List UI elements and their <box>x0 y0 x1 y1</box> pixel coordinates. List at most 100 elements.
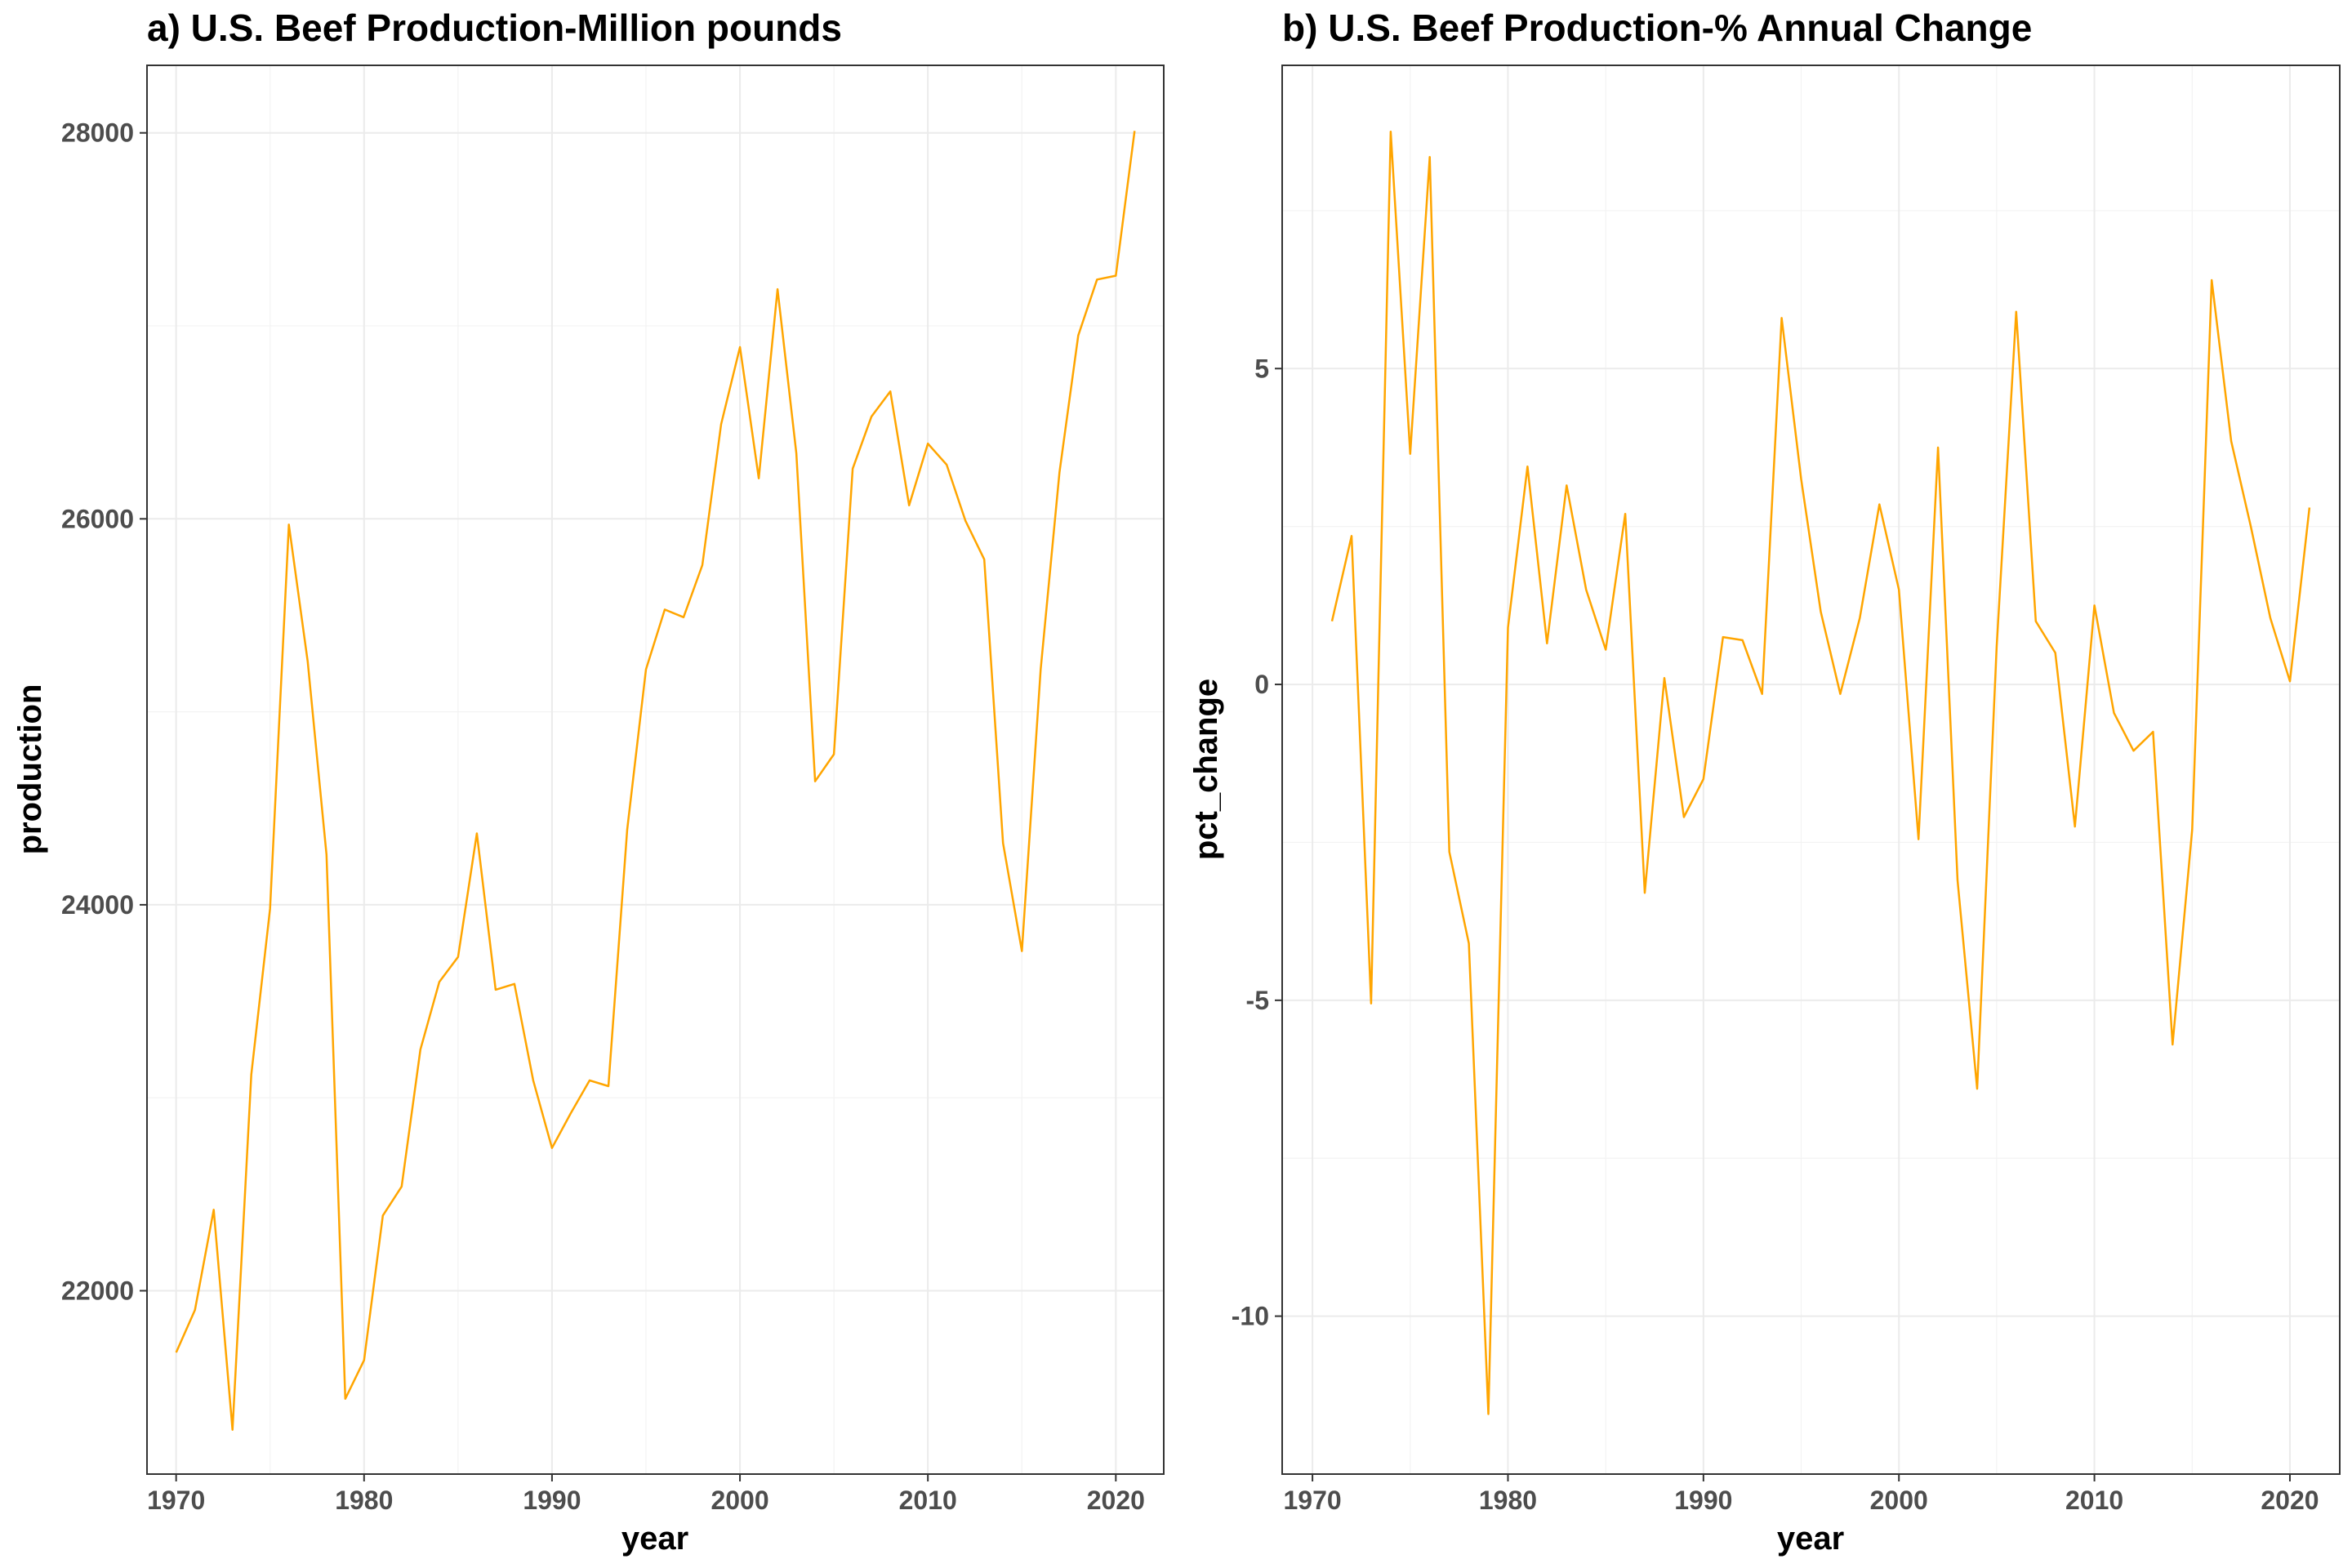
data-point <box>2113 711 2116 715</box>
x-tick-label: 2010 <box>2065 1486 2123 1515</box>
data-point <box>1780 316 1784 319</box>
data-point <box>344 1397 347 1401</box>
x-tick-label: 1970 <box>147 1486 205 1515</box>
data-point <box>907 504 911 507</box>
data-point <box>1114 274 1117 278</box>
x-tick-label: 2000 <box>710 1486 768 1515</box>
data-point <box>532 1079 535 1082</box>
data-point <box>1956 879 1959 882</box>
data-point <box>663 608 666 611</box>
data-point <box>2249 525 2252 528</box>
panel-b-border <box>1281 65 2341 1475</box>
panel-b-y-axis-title: pct_change <box>1188 679 1224 860</box>
data-point <box>945 463 948 466</box>
data-point <box>1330 620 1334 623</box>
data-point <box>2015 310 2018 314</box>
data-point <box>325 853 328 857</box>
panel-a-title: a) U.S. Beef Production-Million pounds <box>147 7 842 49</box>
data-point <box>1076 334 1080 337</box>
data-point <box>832 753 835 756</box>
data-point <box>475 832 479 835</box>
data-point <box>1858 617 1861 620</box>
data-point <box>1409 452 1412 456</box>
x-tick-label: 1980 <box>335 1486 393 1515</box>
y-tick-label: 0 <box>1254 670 1269 699</box>
data-point <box>776 287 779 291</box>
data-point <box>1995 645 1998 648</box>
data-point <box>2132 749 2136 752</box>
data-point <box>494 988 497 991</box>
data-point <box>1897 588 1900 591</box>
data-point <box>381 1214 385 1217</box>
data-point <box>2034 620 2038 623</box>
data-point <box>1976 1087 1979 1090</box>
data-point <box>851 467 854 470</box>
data-point <box>1039 668 1042 671</box>
data-point <box>1820 610 1823 613</box>
data-point <box>626 828 629 831</box>
data-point <box>269 907 272 911</box>
data-point <box>1838 693 1842 696</box>
data-point <box>2190 828 2194 831</box>
data-point <box>1350 534 1353 537</box>
data-point <box>1917 838 1920 841</box>
data-point <box>231 1428 234 1432</box>
data-point <box>1761 693 1764 696</box>
data-point <box>889 390 892 393</box>
y-tick-label: 24000 <box>61 890 134 920</box>
y-tick-label: 22000 <box>61 1276 134 1306</box>
data-point <box>2269 617 2272 620</box>
data-point <box>550 1147 554 1150</box>
panel-b-points <box>1330 130 2311 1415</box>
data-point <box>2230 439 2233 443</box>
data-point <box>1020 950 1023 953</box>
data-point <box>1448 850 1451 853</box>
data-point <box>1370 1002 1373 1005</box>
data-point <box>2054 651 2057 654</box>
data-point <box>438 980 441 983</box>
data-point <box>1878 503 1881 506</box>
data-point <box>1800 478 1803 481</box>
data-point <box>1526 465 1529 468</box>
x-tick-label: 1990 <box>1674 1486 1732 1515</box>
data-point <box>306 660 310 663</box>
data-point <box>1001 841 1004 844</box>
panel-a-y-axis: 22000 24000 26000 28000 <box>61 118 147 1306</box>
data-point <box>926 442 929 445</box>
data-point <box>1565 483 1568 487</box>
data-point <box>757 477 760 480</box>
data-point <box>588 1079 591 1082</box>
data-point <box>363 1359 366 1362</box>
data-point <box>719 423 723 426</box>
data-point <box>194 1308 197 1312</box>
y-tick-label: 28000 <box>61 118 134 148</box>
data-point <box>175 1351 178 1354</box>
data-point <box>569 1111 572 1115</box>
panel-a-y-axis-title: production <box>12 684 48 855</box>
panel-b: b) U.S. Beef Production-% Annual Change … <box>1188 7 2341 1557</box>
data-point <box>1643 891 1646 894</box>
data-point <box>287 523 291 526</box>
data-point <box>419 1048 422 1051</box>
data-point <box>1468 942 1471 945</box>
data-point <box>2171 1043 2174 1046</box>
x-tick-label: 1990 <box>523 1486 581 1515</box>
data-point <box>1389 130 1392 133</box>
data-point <box>212 1208 216 1211</box>
data-point <box>701 564 704 567</box>
panel-b-grid <box>1282 65 2340 1475</box>
data-point <box>682 616 685 619</box>
data-point <box>1604 648 1607 652</box>
data-point <box>250 1073 253 1076</box>
data-point <box>1722 635 1725 639</box>
data-point <box>1545 642 1548 645</box>
data-point <box>607 1085 610 1088</box>
data-point <box>1936 446 1940 449</box>
x-tick-label: 2020 <box>2261 1486 2319 1515</box>
panel-a: a) U.S. Beef Production-Million pounds 2… <box>12 7 1165 1557</box>
data-point <box>644 668 648 671</box>
data-point <box>400 1185 403 1188</box>
panel-a-x-axis: 1970 1980 1990 2000 2010 2020 <box>147 1474 1145 1515</box>
x-tick-label: 1970 <box>1284 1486 1342 1515</box>
